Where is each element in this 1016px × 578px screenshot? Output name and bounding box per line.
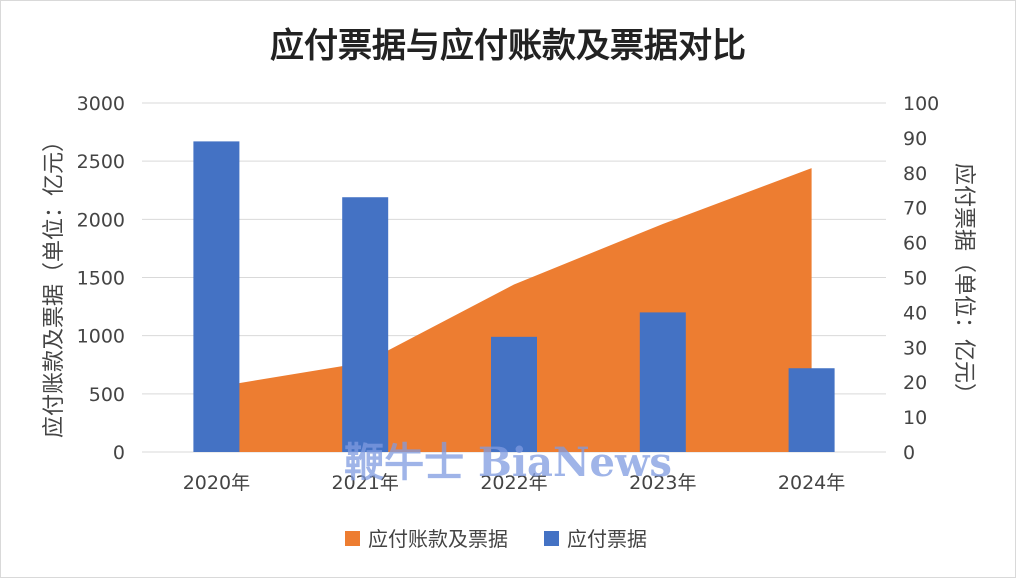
right-tick-label: 20 (903, 372, 927, 394)
legend-label-应付账款及票据: 应付账款及票据 (368, 527, 508, 551)
left-tick-label: 3000 (77, 93, 125, 115)
left-tick-label: 0 (113, 442, 125, 464)
bar-2020年 (193, 141, 240, 452)
right-tick-label: 70 (903, 198, 927, 220)
x-tick-label: 2023年 (629, 472, 696, 494)
right-tick-label: 40 (903, 302, 927, 324)
legend-label-应付票据: 应付票据 (567, 527, 647, 551)
right-tick-label: 60 (903, 233, 927, 255)
left-axis-ticks: 0 500 1000 1500 2000 2500 3000 (77, 93, 125, 464)
bar-2022年 (491, 336, 537, 452)
bar-2024年 (788, 368, 835, 452)
x-axis-ticks: 2020年 2021年 2022年 2023年 2024年 (183, 472, 846, 494)
right-tick-label: 10 (903, 407, 927, 429)
bar-2021年 (342, 197, 389, 452)
right-tick-label: 90 (903, 128, 927, 150)
x-tick-label: 2024年 (778, 472, 845, 494)
left-tick-label: 2000 (77, 209, 125, 231)
left-tick-label: 1000 (77, 326, 125, 348)
right-axis-label: 应付票据（单位：亿元） (951, 163, 976, 405)
left-axis-label: 应付账款及票据（单位：亿元） (42, 130, 67, 438)
left-tick-label: 500 (89, 384, 125, 406)
legend-swatch-应付票据 (544, 531, 559, 546)
right-axis-ticks: 0 10 20 30 40 50 60 70 80 90 100 (903, 93, 939, 464)
right-tick-label: 50 (903, 268, 927, 290)
right-tick-label: 0 (903, 442, 915, 464)
chart-title: 应付票据与应付账款及票据对比 (270, 26, 746, 66)
left-tick-label: 2500 (77, 151, 125, 173)
legend-swatch-应付账款及票据 (345, 531, 360, 546)
left-tick-label: 1500 (77, 268, 125, 290)
bar-series-layer (193, 141, 835, 452)
x-tick-label: 2021年 (332, 472, 399, 494)
right-tick-label: 80 (903, 163, 927, 185)
x-tick-label: 2020年 (183, 472, 250, 494)
watermark: 鞭牛士 BiaNews (344, 439, 672, 486)
right-tick-label: 30 (903, 337, 927, 359)
legend: 应付账款及票据 应付票据 (345, 527, 647, 551)
right-tick-label: 100 (903, 93, 939, 115)
bar-2023年 (639, 312, 686, 452)
x-tick-label: 2022年 (480, 472, 547, 494)
